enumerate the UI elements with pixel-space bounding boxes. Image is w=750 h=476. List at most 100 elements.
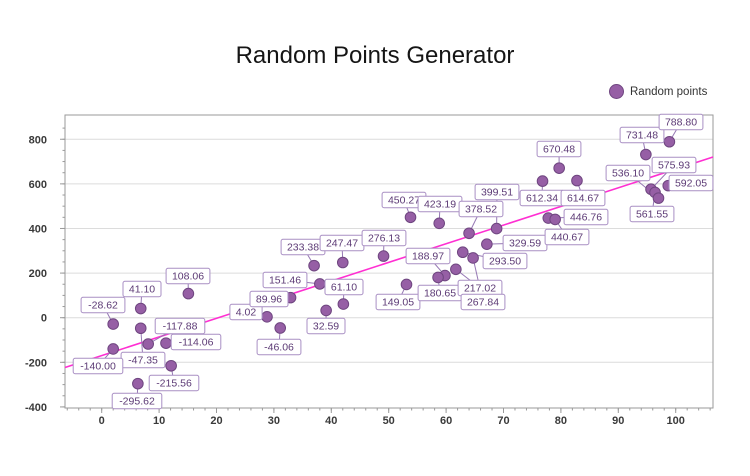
- point-label-box: [306, 317, 346, 335]
- point-label-box: [165, 267, 211, 285]
- data-point[interactable]: [553, 162, 565, 174]
- chart-title: Random Points Generator: [235, 42, 515, 69]
- point-label-text: 61.10: [331, 282, 357, 294]
- point-label-text: 788.80: [665, 117, 697, 129]
- point-label-text: 89.96: [256, 294, 282, 306]
- data-point[interactable]: [337, 298, 350, 310]
- data-point[interactable]: [463, 227, 475, 240]
- data-point[interactable]: [165, 359, 177, 372]
- data-point[interactable]: [490, 222, 503, 235]
- point-label-box: [148, 374, 200, 392]
- data-point[interactable]: [261, 311, 273, 323]
- point-label-text: -114.06: [179, 337, 214, 349]
- point-label-text: -295.62: [119, 396, 155, 408]
- point-label-text: 32.59: [313, 321, 339, 333]
- point-label-box: [324, 278, 364, 296]
- x-axis-label: 40: [325, 415, 337, 427]
- point-label-text: 217.02: [464, 283, 496, 295]
- data-point[interactable]: [467, 252, 479, 264]
- point-label-box: [544, 228, 590, 246]
- point-label-box: [668, 174, 714, 192]
- point-label-box: [458, 200, 504, 218]
- point-label-text: 149.05: [382, 297, 414, 309]
- point-label-box: [651, 156, 697, 174]
- data-point[interactable]: [336, 256, 349, 269]
- x-axis-label: 90: [612, 415, 624, 427]
- point-label-text: 450.27: [388, 195, 420, 207]
- point-label-text: 592.05: [675, 178, 707, 190]
- y-axis-label: 0: [41, 313, 47, 325]
- data-point[interactable]: [132, 377, 144, 390]
- x-axis-label: 30: [268, 415, 280, 427]
- data-point[interactable]: [652, 192, 665, 204]
- data-point[interactable]: [571, 174, 583, 187]
- point-label-box: [460, 293, 506, 311]
- point-label-box: [563, 208, 609, 226]
- data-point[interactable]: [432, 271, 444, 284]
- point-label-text: 4.02: [236, 307, 257, 319]
- legend-label: Random points: [630, 85, 708, 98]
- point-label-box: [229, 303, 263, 321]
- data-point[interactable]: [308, 259, 320, 272]
- data-point[interactable]: [274, 322, 287, 334]
- point-label-text: 446.76: [570, 212, 602, 224]
- data-point[interactable]: [400, 278, 413, 291]
- point-label-text: 180.65: [424, 288, 456, 300]
- point-label-text: 276.13: [368, 233, 400, 245]
- y-axis-label: 600: [29, 179, 47, 191]
- point-label-text: 670.48: [543, 144, 575, 156]
- data-point[interactable]: [182, 287, 195, 300]
- legend-item-random-points[interactable]: Random points: [609, 84, 707, 99]
- point-label-text: -28.62: [88, 300, 118, 312]
- point-label-text: 188.97: [412, 251, 444, 263]
- point-label-text: 247.47: [326, 238, 358, 250]
- y-axis-label: 800: [29, 134, 47, 146]
- data-point[interactable]: [640, 148, 652, 161]
- data-point[interactable]: [404, 211, 417, 224]
- point-label-box: [72, 357, 124, 375]
- point-label-box: [405, 247, 451, 265]
- y-axis-label: 400: [29, 223, 47, 235]
- point-label-text: 329.59: [509, 238, 541, 250]
- data-point[interactable]: [433, 217, 446, 230]
- x-axis-label: 20: [210, 415, 222, 427]
- x-axis-label: 70: [497, 415, 509, 427]
- data-point[interactable]: [481, 238, 493, 250]
- point-label-text: -140.00: [80, 361, 116, 373]
- point-label-box: [361, 229, 407, 247]
- data-point[interactable]: [107, 343, 119, 355]
- point-label-box: [658, 113, 704, 131]
- data-point[interactable]: [663, 135, 676, 148]
- x-axis-label: 10: [153, 415, 165, 427]
- data-point[interactable]: [134, 302, 147, 315]
- point-label-text: -117.88: [163, 321, 198, 333]
- data-point[interactable]: [314, 278, 326, 290]
- data-point[interactable]: [134, 322, 147, 335]
- point-label-text: 423.19: [424, 199, 456, 211]
- point-label-text: 267.84: [467, 297, 499, 309]
- point-label-text: 399.51: [481, 187, 513, 199]
- point-label-text: 561.55: [636, 209, 668, 221]
- data-point[interactable]: [536, 175, 549, 187]
- data-point[interactable]: [377, 250, 390, 262]
- point-label-text: 614.67: [567, 193, 599, 205]
- data-point[interactable]: [320, 304, 332, 317]
- point-label-text: -47.35: [128, 355, 158, 367]
- data-point[interactable]: [456, 246, 469, 259]
- point-label-text: 440.67: [551, 232, 583, 244]
- point-label-box: [170, 333, 222, 351]
- point-label-box: [256, 338, 302, 356]
- y-axis-label: -200: [25, 357, 47, 369]
- point-label-box: [375, 293, 421, 311]
- point-label-text: 612.34: [526, 193, 558, 205]
- data-point[interactable]: [450, 263, 462, 276]
- legend-marker-icon: [609, 84, 624, 99]
- data-point[interactable]: [142, 338, 154, 350]
- x-axis-label: 60: [440, 415, 452, 427]
- data-point[interactable]: [549, 213, 561, 226]
- data-point[interactable]: [160, 337, 172, 349]
- data-point[interactable]: [107, 318, 119, 330]
- point-label-text: 536.10: [612, 168, 644, 180]
